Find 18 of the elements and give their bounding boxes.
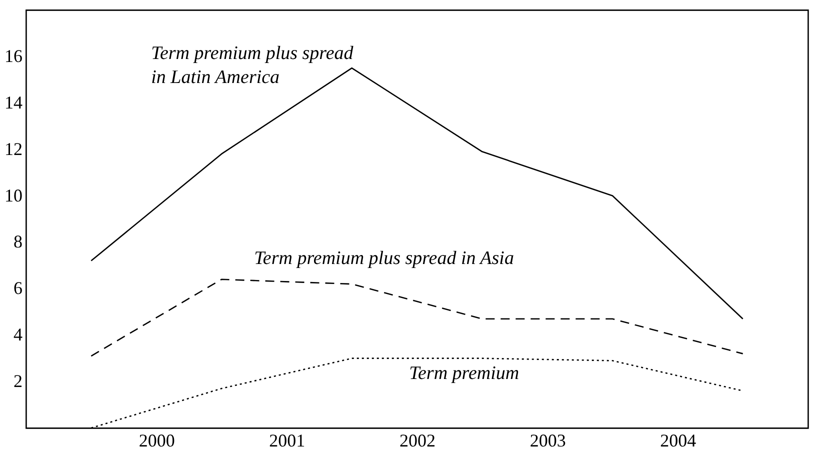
y-tick-label: 6 xyxy=(14,278,22,298)
y-tick-label: 12 xyxy=(4,138,22,159)
x-tick-label: 2004 xyxy=(660,430,696,450)
y-tick-label: 8 xyxy=(14,232,22,252)
y-tick-label: 2 xyxy=(14,371,22,392)
line-series xyxy=(90,278,744,357)
y-tick-label: 14 xyxy=(4,92,22,112)
y-tick-label: 16 xyxy=(4,46,22,66)
line-series xyxy=(90,67,744,320)
x-tick-label: 2002 xyxy=(400,430,436,450)
y-tick-label: 10 xyxy=(4,185,22,206)
x-tick-label: 2001 xyxy=(269,430,306,450)
series-label: Term premium xyxy=(409,363,520,384)
series-label: Term premium plus spread in Latin America xyxy=(151,42,354,88)
y-tick-label: 4 xyxy=(14,324,22,345)
series-label: Term premium plus spread in Asia xyxy=(254,248,514,269)
x-tick-label: 2000 xyxy=(138,430,175,450)
x-tick-label: 2003 xyxy=(530,430,566,450)
